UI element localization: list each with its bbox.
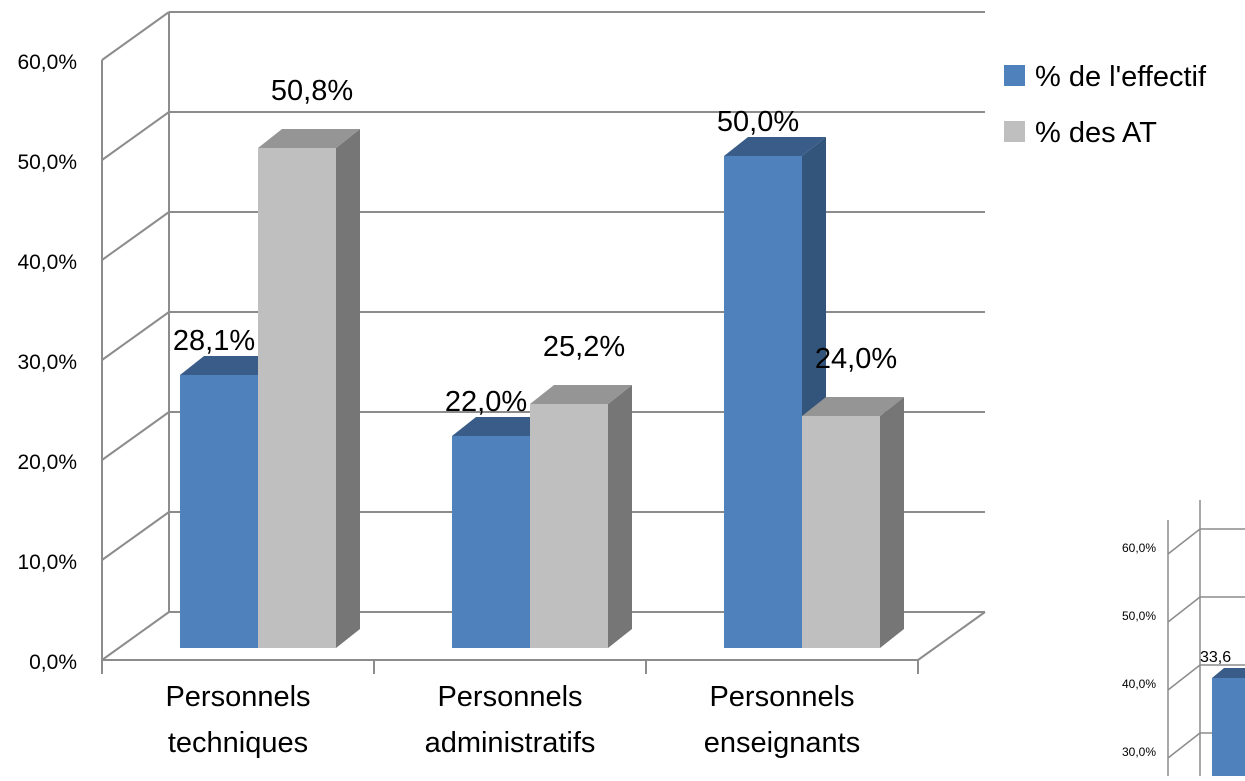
inset-bar-top [1212, 668, 1245, 678]
y-tick-label: 30,0% [17, 351, 77, 374]
side-gridline [101, 311, 170, 361]
y-tick-label: 20,0% [17, 451, 77, 474]
side-gridline [101, 611, 170, 661]
y-tick-label: 0,0% [29, 651, 77, 674]
data-label: 24,0% [815, 343, 897, 375]
data-label: 22,0% [445, 386, 527, 418]
legend-label: % de l'effectif [1035, 61, 1207, 93]
side-gridline [101, 11, 170, 61]
x-tick-label: Personnels administratifs [425, 681, 596, 759]
bar-top [452, 417, 554, 436]
bar-front [180, 375, 258, 648]
side-gridline [101, 411, 170, 461]
bar-front [802, 416, 880, 648]
x-tick-label: Personnels enseignants [704, 681, 860, 759]
inset-data-label: 33,6 [1200, 649, 1231, 666]
inset-y-tick-label: 60,0% [1122, 541, 1156, 555]
inset-side-gridline [1167, 528, 1201, 555]
x-tick-label: Personnels techniques [165, 681, 310, 759]
main-axes [101, 12, 986, 674]
inset-chart-partial: 30,0% 40,0% 50,0% 60,0% 33,6 [1122, 500, 1245, 776]
inset-side-gridline [1167, 596, 1201, 623]
x-tick-label-line: administratifs [425, 727, 596, 759]
inset-y-tick-label: 30,0% [1122, 745, 1156, 759]
bar-top [802, 397, 904, 416]
bar-top [258, 129, 360, 148]
bar-side [880, 397, 904, 648]
floor-right-edge [917, 611, 986, 661]
x-tick-label-line: Personnels [709, 681, 854, 713]
side-gridline [101, 211, 170, 261]
data-label: 50,8% [271, 75, 353, 107]
bar [802, 397, 904, 648]
y-tick-label: 10,0% [17, 551, 77, 574]
bar-front [724, 156, 802, 648]
legend-label: % des AT [1035, 117, 1157, 149]
data-label: 25,2% [543, 331, 625, 363]
bar-side [336, 129, 360, 648]
inset-side-gridline [1167, 664, 1201, 691]
bar-top [724, 137, 826, 156]
data-label: 28,1% [173, 325, 255, 357]
bar-front [530, 404, 608, 648]
inset-bar-front [1212, 678, 1245, 776]
bar [258, 129, 360, 648]
bar [530, 385, 632, 648]
side-gridline [101, 111, 170, 161]
bar-side [608, 385, 632, 648]
bar-front [258, 148, 336, 648]
y-tick-label: 40,0% [17, 251, 77, 274]
inset-y-tick-label: 50,0% [1122, 609, 1156, 623]
x-tick-label-line: techniques [168, 727, 308, 759]
legend-swatch [1004, 65, 1025, 86]
x-tick-label-line: Personnels [437, 681, 582, 713]
y-tick-label: 50,0% [17, 151, 77, 174]
bar-top [180, 356, 282, 375]
legend: % de l'effectif % des AT [1004, 61, 1207, 149]
main-bars [180, 129, 904, 648]
x-tick-label-line: Personnels [165, 681, 310, 713]
x-tick-label-line: enseignants [704, 727, 860, 759]
y-tick-label: 60,0% [17, 51, 77, 74]
side-gridline [101, 511, 170, 561]
bar-top [530, 385, 632, 404]
legend-swatch [1004, 121, 1025, 142]
main-data-labels: 28,1% 22,0% 50,0% 50,8% 25,2% 24,0% [173, 75, 897, 418]
inset-side-gridline [1167, 732, 1201, 759]
data-label: 50,0% [717, 106, 799, 138]
bar-front [452, 436, 530, 648]
inset-y-tick-label: 40,0% [1122, 677, 1156, 691]
main-x-tick-labels: Personnels techniques Personnels administra… [165, 681, 860, 759]
main-y-tick-labels: 0,0% 10,0% 20,0% 30,0% 40,0% 50,0% 60,0% [17, 51, 77, 674]
